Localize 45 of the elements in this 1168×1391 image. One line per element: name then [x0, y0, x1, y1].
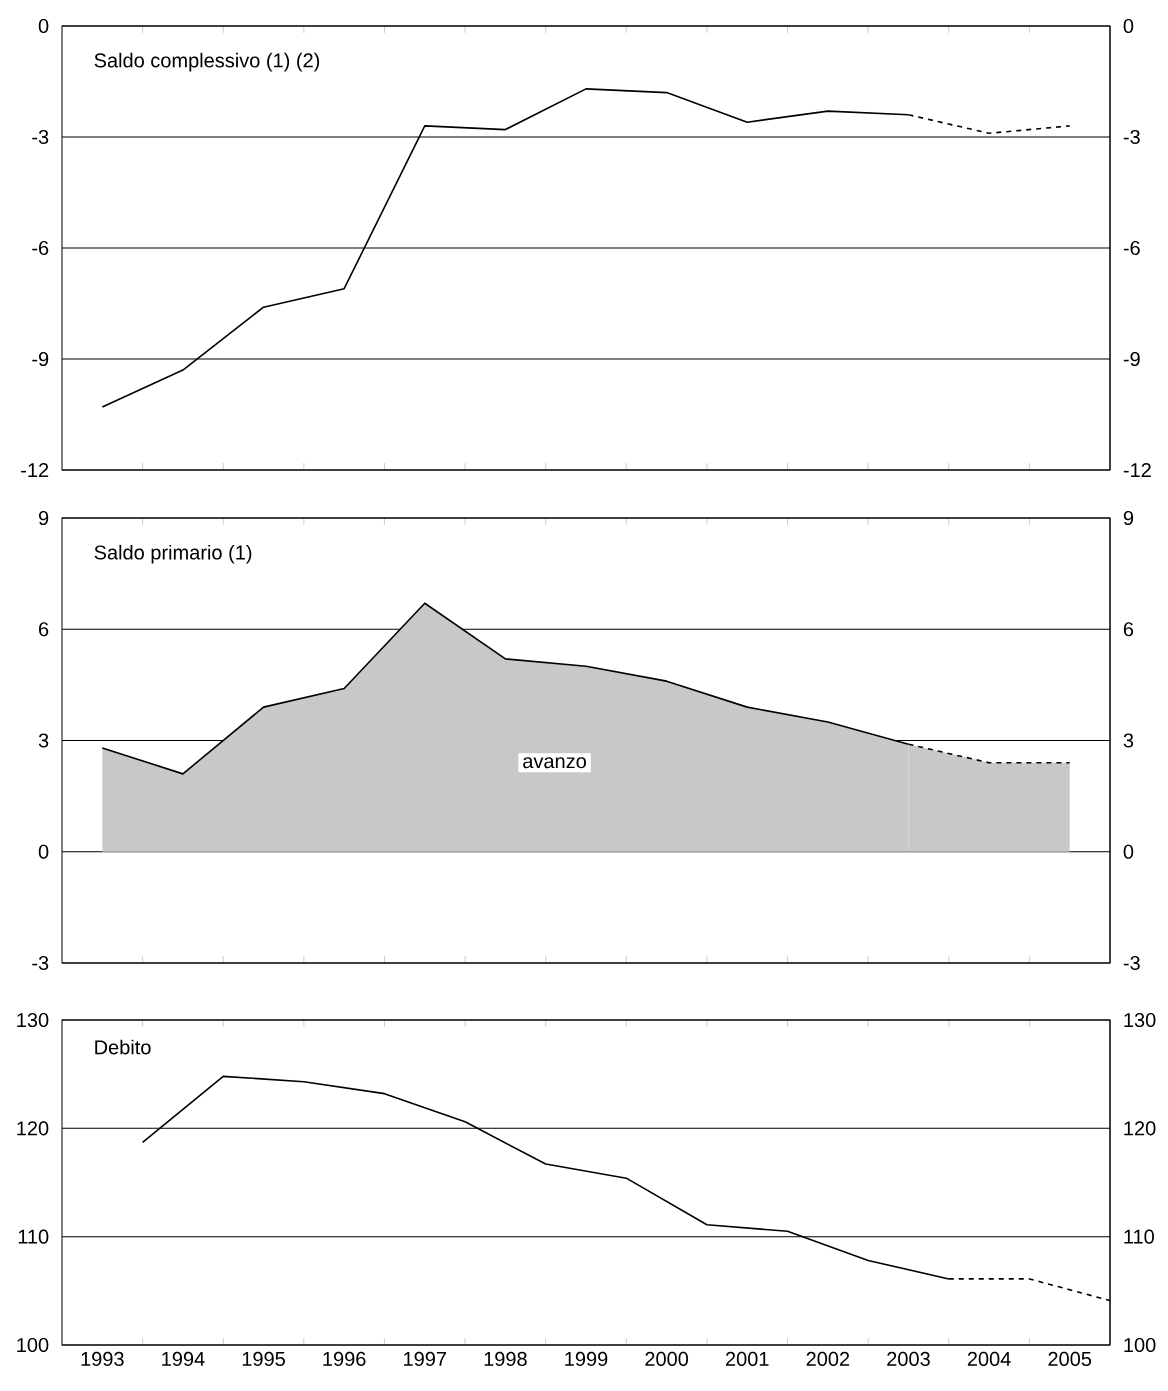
y2-tick-label: 100 — [1124, 1337, 1156, 1353]
y-tick-label: 0 — [38, 18, 49, 34]
text: Debito — [95, 1039, 151, 1055]
x-tick-label: 2003 — [887, 1351, 930, 1367]
y2-tick-label: 3 — [1123, 733, 1134, 748]
x-tick-label: 1998 — [484, 1351, 527, 1367]
y-tick-label: 130 — [17, 1012, 49, 1028]
x-tick-label: 2001 — [725, 1351, 769, 1367]
y-tick-label: 9 — [38, 510, 49, 526]
y-tick-label: -3 — [32, 129, 49, 145]
y2-tick-label: 110 — [1124, 1229, 1154, 1244]
y2-tick-label: 9 — [1123, 510, 1134, 526]
y2-tick-label: -9 — [1123, 351, 1140, 367]
x-tick-label: 2004 — [967, 1351, 1011, 1367]
x-tick-label: 2000 — [645, 1351, 689, 1367]
y2-tick-label: -3 — [1123, 129, 1140, 145]
y2-tick-label: 120 — [1124, 1121, 1156, 1136]
y-tick-label: -3 — [32, 955, 49, 971]
y-tick-label: 0 — [38, 844, 49, 859]
y-tick-label: -12 — [21, 463, 49, 477]
x-tick-label: 1996 — [323, 1351, 366, 1367]
x-tick-label: 1997 — [404, 1351, 446, 1367]
x-tick-label: 2005 — [1048, 1351, 1092, 1367]
y2-tick-label: -12 — [1123, 463, 1151, 477]
y-tick-label: 110 — [18, 1229, 49, 1244]
y-tick-label: 6 — [39, 622, 49, 637]
y2-tick-label: -3 — [1123, 955, 1140, 971]
y2-tick-label: 0 — [1123, 844, 1134, 859]
y-tick-label: 120 — [17, 1121, 49, 1136]
x-tick-label: 1993 — [81, 1351, 124, 1367]
x-tick-label: 1995 — [242, 1351, 285, 1367]
y-tick-label: -6 — [32, 240, 49, 256]
y2-tick-label: 0 — [1123, 18, 1134, 34]
y-tick-label: 3 — [38, 733, 49, 748]
y-tick-label: -9 — [32, 351, 49, 367]
y2-tick-label: 6 — [1123, 622, 1134, 637]
x-tick-label: 2002 — [806, 1351, 850, 1367]
text: Saldo complessivo (1) (2) — [94, 52, 320, 72]
y-tick-label: 100 — [17, 1337, 49, 1353]
y2-tick-label: -6 — [1123, 240, 1140, 256]
y2-tick-label: 130 — [1124, 1012, 1156, 1028]
text: Saldo primario (1) — [94, 544, 252, 564]
x-tick-label: 1994 — [162, 1351, 205, 1367]
annotation: avanzo — [523, 757, 586, 769]
x-tick-label: 1999 — [565, 1351, 608, 1367]
